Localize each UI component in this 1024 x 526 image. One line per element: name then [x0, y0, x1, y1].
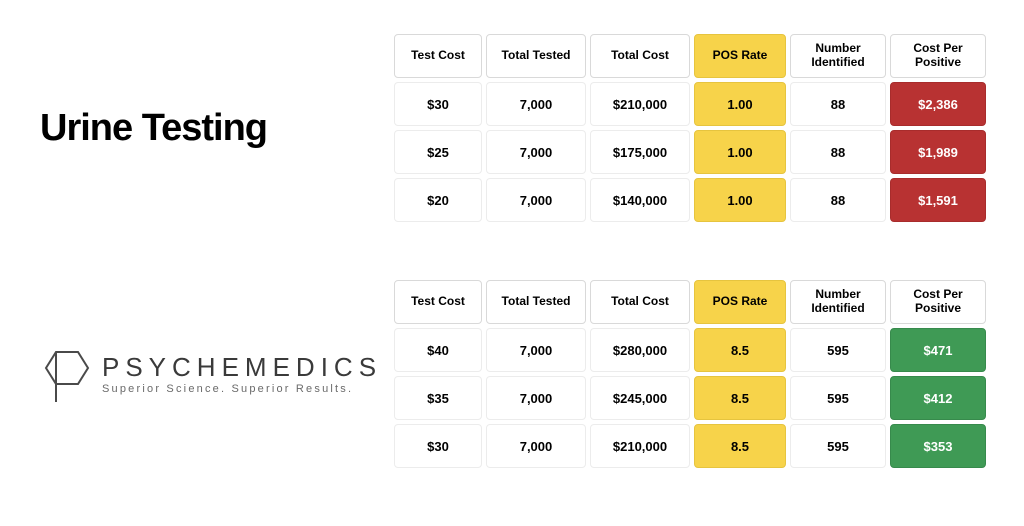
psychemedics-table-col: Test Cost Total Tested Total Cost POS Ra…: [390, 276, 1004, 472]
psychemedics-logo-text: PSYCHEMEDICS Superior Science. Superior …: [102, 354, 382, 395]
psychemedics-section: PSYCHEMEDICS Superior Science. Superior …: [20, 276, 1004, 472]
col-test-cost: Test Cost: [394, 280, 482, 324]
cell-num-id: 595: [790, 424, 886, 468]
table-row: $40 7,000 $280,000 8.5 595 $471: [394, 328, 986, 372]
cell-cpp: $1,989: [890, 130, 986, 174]
col-total-tested: Total Tested: [486, 34, 586, 78]
urine-header-row: Test Cost Total Tested Total Cost POS Ra…: [394, 34, 986, 78]
col-cost-per-positive: Cost Per Positive: [890, 34, 986, 78]
col-cost-per-positive: Cost Per Positive: [890, 280, 986, 324]
cell-pos-rate: 1.00: [694, 130, 786, 174]
cell-cpp: $471: [890, 328, 986, 372]
cell-pos-rate: 8.5: [694, 328, 786, 372]
col-num-identified: Number Identified: [790, 280, 886, 324]
cell-num-id: 595: [790, 328, 886, 372]
cell-test-cost: $20: [394, 178, 482, 222]
cell-total-cost: $140,000: [590, 178, 690, 222]
table-row: $20 7,000 $140,000 1.00 88 $1,591: [394, 178, 986, 222]
psychemedics-label-col: PSYCHEMEDICS Superior Science. Superior …: [20, 348, 390, 400]
urine-table: Test Cost Total Tested Total Cost POS Ra…: [390, 30, 990, 226]
cell-total-tested: 7,000: [486, 178, 586, 222]
psychemedics-name: PSYCHEMEDICS: [102, 354, 382, 380]
comparison-infographic: Urine Testing Test Cost Total Tested Tot…: [0, 0, 1024, 526]
urine-label-col: Urine Testing: [20, 107, 390, 150]
urine-section: Urine Testing Test Cost Total Tested Tot…: [20, 30, 1004, 226]
urine-table-col: Test Cost Total Tested Total Cost POS Ra…: [390, 30, 1004, 226]
table-row: $30 7,000 $210,000 8.5 595 $353: [394, 424, 986, 468]
cell-total-tested: 7,000: [486, 424, 586, 468]
col-pos-rate: POS Rate: [694, 34, 786, 78]
cell-pos-rate: 1.00: [694, 82, 786, 126]
cell-num-id: 88: [790, 178, 886, 222]
psychemedics-table: Test Cost Total Tested Total Cost POS Ra…: [390, 276, 990, 472]
psychemedics-header-row: Test Cost Total Tested Total Cost POS Ra…: [394, 280, 986, 324]
col-test-cost: Test Cost: [394, 34, 482, 78]
cell-total-cost: $280,000: [590, 328, 690, 372]
cell-total-tested: 7,000: [486, 376, 586, 420]
cell-total-tested: 7,000: [486, 328, 586, 372]
cell-pos-rate: 1.00: [694, 178, 786, 222]
cell-num-id: 595: [790, 376, 886, 420]
cell-cpp: $2,386: [890, 82, 986, 126]
psychemedics-logo: PSYCHEMEDICS Superior Science. Superior …: [40, 348, 390, 400]
urine-title: Urine Testing: [40, 107, 390, 150]
psychemedics-table-body: $40 7,000 $280,000 8.5 595 $471 $35 7,00…: [394, 328, 986, 468]
cell-test-cost: $30: [394, 424, 482, 468]
cell-pos-rate: 8.5: [694, 424, 786, 468]
psychemedics-logo-icon: [40, 348, 92, 400]
cell-cpp: $412: [890, 376, 986, 420]
cell-total-cost: $210,000: [590, 82, 690, 126]
psychemedics-tagline: Superior Science. Superior Results.: [102, 384, 382, 395]
cell-total-cost: $175,000: [590, 130, 690, 174]
cell-cpp: $353: [890, 424, 986, 468]
cell-total-cost: $210,000: [590, 424, 690, 468]
cell-total-tested: 7,000: [486, 130, 586, 174]
table-row: $35 7,000 $245,000 8.5 595 $412: [394, 376, 986, 420]
cell-total-tested: 7,000: [486, 82, 586, 126]
table-row: $25 7,000 $175,000 1.00 88 $1,989: [394, 130, 986, 174]
col-total-tested: Total Tested: [486, 280, 586, 324]
col-pos-rate: POS Rate: [694, 280, 786, 324]
cell-test-cost: $25: [394, 130, 482, 174]
cell-pos-rate: 8.5: [694, 376, 786, 420]
cell-num-id: 88: [790, 130, 886, 174]
col-total-cost: Total Cost: [590, 280, 690, 324]
cell-cpp: $1,591: [890, 178, 986, 222]
col-num-identified: Number Identified: [790, 34, 886, 78]
cell-num-id: 88: [790, 82, 886, 126]
col-total-cost: Total Cost: [590, 34, 690, 78]
cell-total-cost: $245,000: [590, 376, 690, 420]
cell-test-cost: $35: [394, 376, 482, 420]
table-row: $30 7,000 $210,000 1.00 88 $2,386: [394, 82, 986, 126]
cell-test-cost: $30: [394, 82, 482, 126]
cell-test-cost: $40: [394, 328, 482, 372]
urine-table-body: $30 7,000 $210,000 1.00 88 $2,386 $25 7,…: [394, 82, 986, 222]
